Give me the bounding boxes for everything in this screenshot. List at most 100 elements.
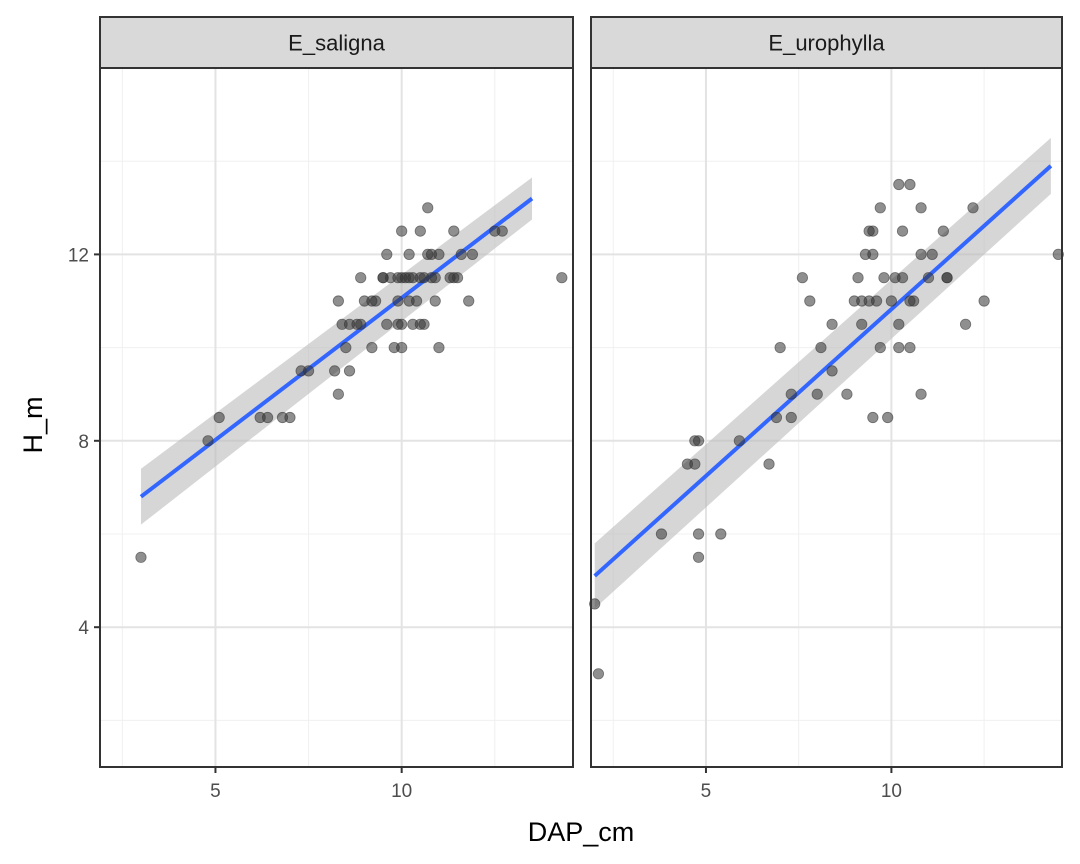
data-point: [392, 295, 404, 307]
x-axis-ticks: 5 10: [701, 767, 902, 802]
panel-background: [591, 68, 1062, 767]
data-point: [937, 225, 949, 237]
data-point: [915, 388, 927, 400]
data-point: [804, 295, 816, 307]
panel-e-saligna: E_saligna 5 10: [99, 16, 574, 802]
data-point: [770, 411, 783, 424]
data-point: [715, 528, 727, 540]
data-point: [366, 341, 378, 354]
data-point: [589, 598, 601, 610]
data-point: [414, 225, 426, 237]
fit-line: [593, 164, 1053, 578]
data-point: [451, 272, 464, 284]
data-point: [893, 318, 905, 330]
data-point: [202, 435, 214, 447]
y-tick-label: 8: [78, 432, 89, 453]
data-point: [448, 225, 460, 237]
data-point: [455, 248, 467, 260]
facet-strip-label: E_saligna: [288, 31, 385, 56]
confidence-ribbon: [140, 177, 533, 525]
data-point: [893, 341, 905, 354]
data-point: [904, 178, 916, 191]
data-point: [893, 178, 905, 191]
data-point: [135, 551, 147, 563]
data-point: [466, 248, 479, 260]
data-point: [213, 411, 225, 424]
data-point: [826, 318, 838, 330]
data-point: [796, 272, 808, 284]
data-point: [867, 248, 879, 260]
data-point: [355, 272, 367, 284]
regression-line: [139, 196, 534, 499]
data-point: [410, 295, 423, 307]
scatter-points: [589, 178, 1064, 680]
data-point: [841, 388, 853, 400]
data-point: [343, 365, 356, 377]
data-point: [959, 318, 972, 330]
x-tick-label: 10: [391, 781, 412, 802]
data-point: [329, 365, 341, 377]
data-point: [403, 248, 415, 260]
scatter-points: [135, 202, 568, 563]
data-point: [908, 295, 920, 307]
data-point: [978, 295, 990, 307]
data-point: [967, 202, 979, 214]
confidence-band: [140, 177, 533, 525]
data-point: [592, 668, 605, 680]
data-point: [870, 295, 883, 307]
data-point: [370, 295, 382, 307]
y-axis-ticks: 4 8 12: [68, 245, 100, 639]
data-point: [1052, 248, 1064, 260]
data-point: [302, 365, 315, 377]
data-point: [396, 225, 408, 237]
data-point: [874, 341, 886, 354]
data-point: [396, 318, 408, 330]
panel-e-urophylla: E_urophylla 5 10: [589, 16, 1064, 802]
data-point: [381, 248, 393, 260]
panel-background: [100, 68, 573, 767]
y-tick-label: 4: [78, 618, 89, 639]
data-point: [896, 225, 909, 237]
data-point: [941, 272, 953, 284]
facet-strip: [590, 16, 1063, 69]
data-point: [915, 248, 927, 260]
data-point: [867, 225, 879, 237]
data-point: [692, 435, 705, 447]
x-tick-label: 10: [881, 781, 902, 802]
data-point: [261, 411, 274, 424]
data-point: [692, 528, 705, 540]
regression-line: [593, 164, 1053, 578]
data-point: [496, 225, 508, 237]
data-point: [815, 341, 827, 354]
data-point: [774, 341, 786, 354]
y-tick-label: 12: [68, 245, 89, 266]
data-point: [381, 318, 393, 330]
x-tick-label: 5: [210, 781, 221, 802]
data-point: [433, 341, 445, 354]
data-point: [874, 202, 886, 214]
data-point: [556, 272, 568, 284]
data-point: [340, 341, 352, 354]
data-point: [733, 435, 745, 447]
data-point: [332, 388, 344, 400]
data-point: [878, 272, 890, 284]
data-point: [922, 272, 935, 284]
data-point: [763, 458, 775, 470]
data-point: [418, 318, 430, 330]
data-point: [463, 295, 475, 307]
data-point: [332, 295, 344, 307]
data-point: [433, 248, 445, 260]
data-point: [655, 528, 668, 540]
data-point: [826, 365, 838, 377]
data-point: [885, 295, 898, 307]
x-axis-ticks: 5 10: [210, 767, 412, 802]
data-point: [429, 272, 441, 284]
facet-strip: [99, 16, 574, 69]
y-axis-title: H_m: [18, 396, 48, 453]
data-point: [422, 202, 434, 214]
data-point: [396, 341, 408, 354]
x-axis-title: DAP_cm: [528, 817, 635, 847]
data-point: [915, 202, 927, 214]
x-tick-label: 5: [701, 781, 712, 802]
